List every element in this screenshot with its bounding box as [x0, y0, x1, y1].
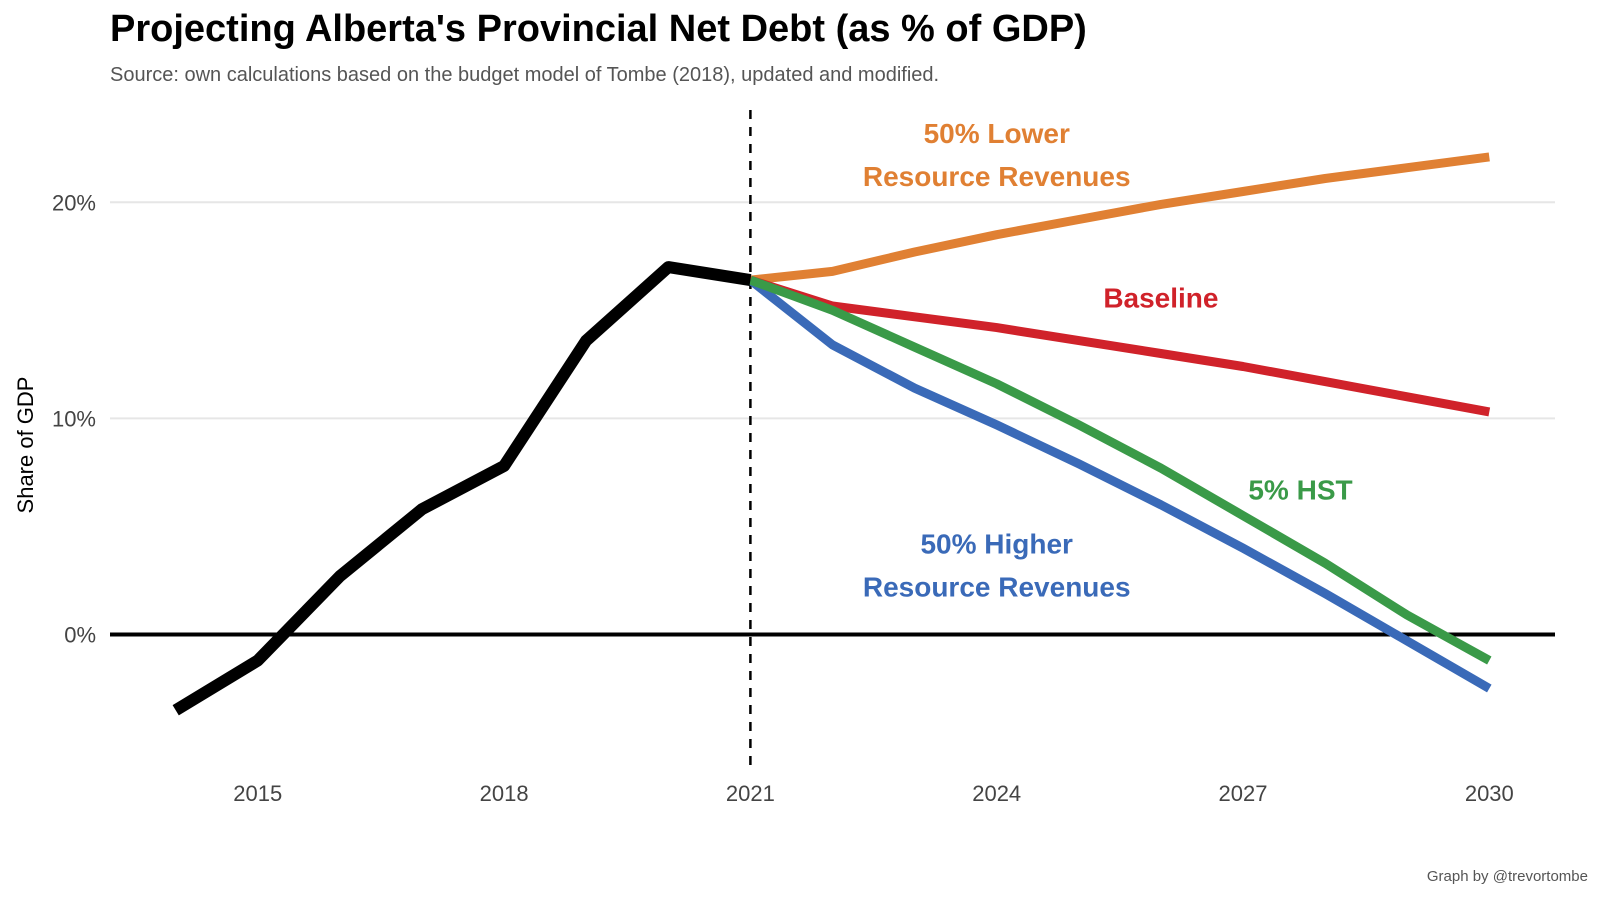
chart-title: Projecting Alberta's Provincial Net Debt… [110, 8, 1087, 50]
series-label: Resource Revenues [863, 161, 1131, 192]
series-line-50-higher-resource-revenues [747, 276, 1492, 693]
y-tick-label: 10% [52, 406, 96, 431]
series-label: 5% HST [1248, 475, 1352, 506]
x-tick-label: 2027 [1219, 781, 1268, 806]
history-line [172, 261, 752, 716]
series-label: 50% Higher [920, 529, 1073, 560]
x-tick-label: 2030 [1465, 781, 1514, 806]
x-tick-label: 2021 [726, 781, 775, 806]
series-label: Baseline [1103, 282, 1218, 313]
x-tick-label: 2024 [972, 781, 1021, 806]
x-tick-label: 2015 [233, 781, 282, 806]
series-line-5-hst [748, 275, 1492, 665]
series-line-50-lower-resource-revenues [749, 152, 1490, 285]
y-tick-label: 0% [64, 623, 96, 648]
series-label: 50% Lower [924, 118, 1070, 149]
series-label: Resource Revenues [863, 572, 1131, 603]
series-line-baseline [749, 275, 1491, 417]
x-tick-label: 2018 [480, 781, 529, 806]
chart-subtitle: Source: own calculations based on the bu… [110, 64, 940, 86]
y-tick-label: 20% [52, 190, 96, 215]
chart-caption: Graph by @trevortombe [1426, 868, 1588, 885]
y-axis-title: Share of GDP [13, 377, 38, 514]
